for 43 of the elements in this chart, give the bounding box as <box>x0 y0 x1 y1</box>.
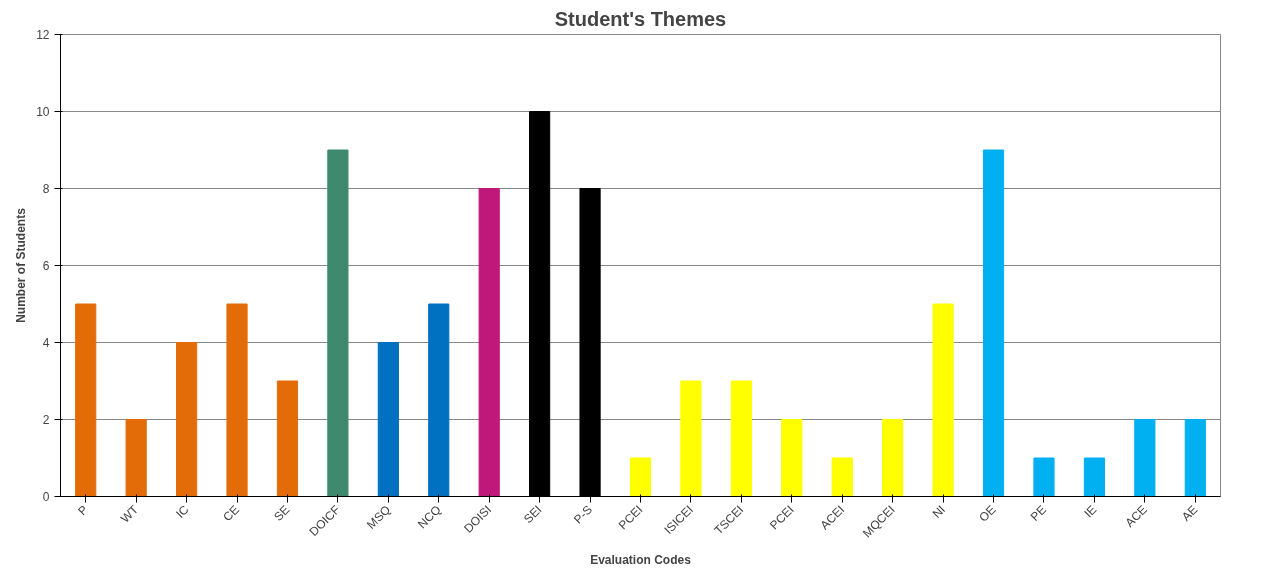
x-axis-title: Evaluation Codes <box>590 553 692 568</box>
bar <box>680 380 702 497</box>
y-tick-label: 8 <box>42 182 50 196</box>
y-tick-label: 2 <box>42 413 50 427</box>
y-tick-label: 0 <box>42 490 50 504</box>
bar <box>1184 419 1206 497</box>
y-tick-label: 6 <box>42 259 50 273</box>
bar <box>428 303 450 497</box>
bar <box>831 457 853 497</box>
x-tick-label: AE <box>1179 502 1201 524</box>
bar <box>327 149 349 497</box>
bar <box>478 188 500 497</box>
x-tick-label: PE <box>1027 502 1049 524</box>
bar <box>781 419 803 497</box>
x-tick-label: P-S <box>570 502 596 527</box>
bar <box>730 380 752 497</box>
x-tick-label: SE <box>271 502 293 524</box>
bar <box>276 380 299 497</box>
bar <box>1134 419 1156 497</box>
x-tick-label: IE <box>1081 502 1100 521</box>
bar <box>125 419 147 497</box>
bar <box>226 303 248 497</box>
y-tick-label: 4 <box>42 336 50 350</box>
x-tick-label: WT <box>118 502 142 526</box>
bar <box>1083 457 1105 497</box>
chart-title: Student's Themes <box>554 7 727 30</box>
x-tick-label: OE <box>976 502 999 525</box>
x-tick-label: CE <box>220 502 242 525</box>
y-tick-label: 12 <box>36 28 50 42</box>
bar <box>1033 457 1055 497</box>
bar <box>932 303 954 497</box>
bar <box>629 457 652 497</box>
x-tick-label: NI <box>929 502 949 521</box>
y-axis-title: Number of Students <box>14 207 29 323</box>
bar <box>377 342 399 497</box>
bar <box>982 149 1005 497</box>
bar <box>882 419 904 497</box>
x-tick-label: P <box>75 502 91 519</box>
bar <box>176 342 198 497</box>
bar <box>75 303 97 497</box>
x-tick-label: IC <box>173 502 192 521</box>
y-tick-label: 10 <box>36 105 50 119</box>
x-tick-label: SEI <box>521 502 545 527</box>
